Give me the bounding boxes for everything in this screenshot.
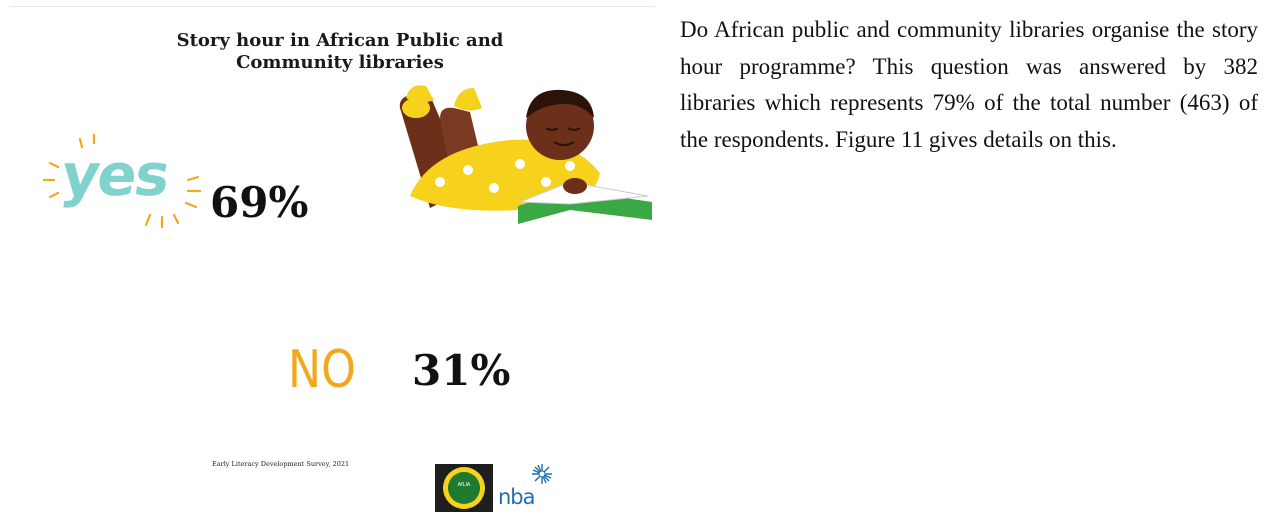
yes-sparkle-icon xyxy=(42,133,202,229)
aflia-logo-text: AfLIA xyxy=(458,482,471,488)
title-line-1: Story hour in African Public and xyxy=(176,30,504,51)
divider xyxy=(10,6,655,7)
nba-logo-emblem xyxy=(532,464,552,484)
title-line-2: Community libraries xyxy=(236,52,444,73)
no-label: NO xyxy=(288,340,356,400)
no-percent: 31% xyxy=(412,346,511,395)
yes-percent: 69% xyxy=(210,178,309,227)
body-paragraph: Do African public and community librarie… xyxy=(680,17,1258,152)
nba-logo-text: nba xyxy=(498,485,536,509)
survey-source-note: Early Literacy Development Survey, 2021 xyxy=(212,460,350,468)
story-hour-infographic: Story hour in African Public and Communi… xyxy=(10,6,655,512)
yes-label: yes xyxy=(57,141,173,209)
infographic-title: Story hour in African Public and Communi… xyxy=(60,30,620,74)
child-reading-illustration-icon xyxy=(399,85,652,224)
aflia-logo: AfLIA xyxy=(435,464,493,512)
